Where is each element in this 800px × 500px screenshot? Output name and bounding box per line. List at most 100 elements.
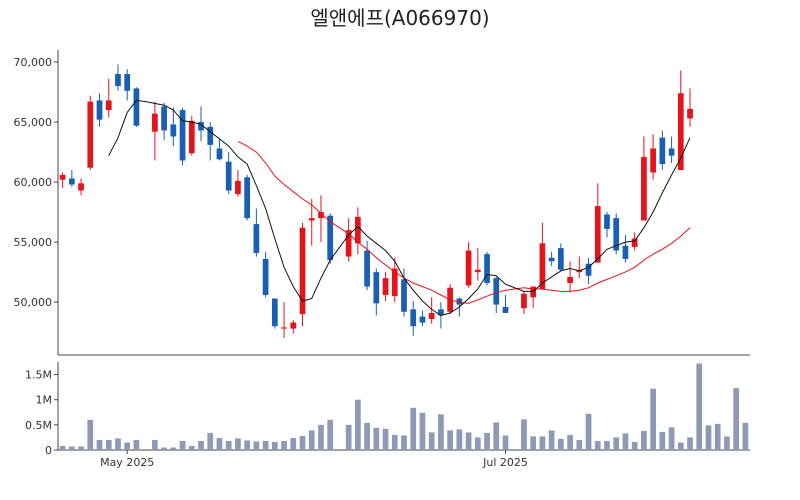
volume-bar xyxy=(96,439,103,450)
candle-down xyxy=(216,148,223,160)
candle-up xyxy=(345,230,352,257)
candle-up xyxy=(299,227,306,315)
candle-up xyxy=(677,93,684,171)
volume-bar xyxy=(133,439,140,450)
candle-up xyxy=(290,322,297,329)
volume-bar xyxy=(714,423,721,450)
candle-down xyxy=(585,263,592,276)
chart-title: 엘앤에프(A066970) xyxy=(310,6,490,30)
candle-down xyxy=(179,110,186,161)
candle-down xyxy=(244,177,251,219)
candle-down xyxy=(271,298,278,327)
volume-bar xyxy=(585,413,592,450)
volume-bar xyxy=(456,429,463,450)
candle-up xyxy=(530,286,537,298)
candle-down xyxy=(96,100,103,120)
price-tick-label: 50,000 xyxy=(14,296,53,309)
volume-bar xyxy=(530,436,537,450)
candle-up xyxy=(355,216,361,244)
candle-down xyxy=(327,215,334,261)
volume-bar xyxy=(373,427,380,450)
candle-up xyxy=(474,269,481,273)
volume-bar xyxy=(687,437,693,450)
volume-bar xyxy=(428,432,435,450)
volume-bar xyxy=(391,434,398,450)
candle-up xyxy=(105,100,112,111)
volume-bar xyxy=(345,424,352,450)
candle-down xyxy=(207,126,214,145)
candle-down xyxy=(364,250,370,287)
volume-bar xyxy=(631,441,638,450)
volume-bar xyxy=(502,435,509,450)
volume-bar xyxy=(447,430,453,450)
volume-bar xyxy=(594,440,601,450)
candle-up xyxy=(382,278,389,295)
volume-bar xyxy=(650,388,656,450)
volume-bar xyxy=(271,441,278,450)
volume-bar xyxy=(281,440,287,450)
candle-up xyxy=(235,180,241,195)
volume-bar xyxy=(290,437,297,450)
volume-bar xyxy=(659,431,666,450)
volume-bar xyxy=(668,427,675,450)
volume-bar xyxy=(308,430,315,450)
candle-up xyxy=(650,148,656,173)
candle-up xyxy=(594,206,601,263)
price-tick-label: 70,000 xyxy=(14,56,53,69)
candle-down xyxy=(225,161,232,191)
candle-up xyxy=(391,268,398,297)
candle-down xyxy=(68,178,75,185)
candle-up xyxy=(78,183,84,191)
candle-down xyxy=(622,245,629,259)
candle-up xyxy=(521,293,527,309)
x-axis: May 2025 Jul 2025 xyxy=(100,450,528,469)
volume-bar xyxy=(382,428,389,450)
volume-bar xyxy=(59,445,66,450)
volume-bar xyxy=(419,412,426,450)
volume-bar xyxy=(622,433,629,450)
volume-bar xyxy=(161,447,167,450)
volume-bar xyxy=(216,437,223,450)
volume-bar xyxy=(318,424,324,450)
volume-bar xyxy=(696,363,703,450)
candle-down xyxy=(456,298,463,305)
candle-down xyxy=(133,88,140,126)
volume-bar xyxy=(604,440,610,450)
volume-bar xyxy=(262,440,269,450)
x-tick-label: May 2025 xyxy=(100,456,154,469)
volume-bar xyxy=(87,419,94,450)
price-tick-label: 65,000 xyxy=(14,116,53,129)
volume-bar xyxy=(235,438,241,450)
candle-down xyxy=(502,306,509,313)
candle-up xyxy=(318,212,324,219)
candle-down xyxy=(419,316,426,323)
volume-bar xyxy=(244,440,251,450)
volume-bar xyxy=(438,414,444,450)
candle-down xyxy=(124,74,131,91)
price-tick-label: 60,000 xyxy=(14,176,53,189)
candle-down xyxy=(198,122,204,131)
volume-bar xyxy=(724,436,730,450)
candle-up xyxy=(59,174,66,180)
volume-bar xyxy=(327,419,334,450)
candle-down xyxy=(373,272,380,304)
candle-up xyxy=(631,238,638,247)
candle-up xyxy=(152,113,158,132)
volume-bar xyxy=(207,432,214,450)
volume-bar xyxy=(567,434,573,450)
volume-bar xyxy=(548,430,555,450)
candle-down xyxy=(438,309,444,316)
candle-down xyxy=(668,148,675,156)
price-panel: 50,000 55,000 60,000 65,000 70,000 xyxy=(14,50,750,356)
volume-bar xyxy=(152,439,158,450)
candle-down xyxy=(253,224,260,253)
candle-down xyxy=(557,248,564,270)
volume-bar xyxy=(521,419,527,450)
volume-bar xyxy=(733,388,740,450)
volume-bar xyxy=(465,432,472,450)
volume-bar xyxy=(677,442,684,450)
volume-bar xyxy=(705,425,712,450)
candle-up xyxy=(641,156,647,221)
candle-up xyxy=(539,243,546,289)
volume-tick-label: 1M xyxy=(36,394,53,407)
